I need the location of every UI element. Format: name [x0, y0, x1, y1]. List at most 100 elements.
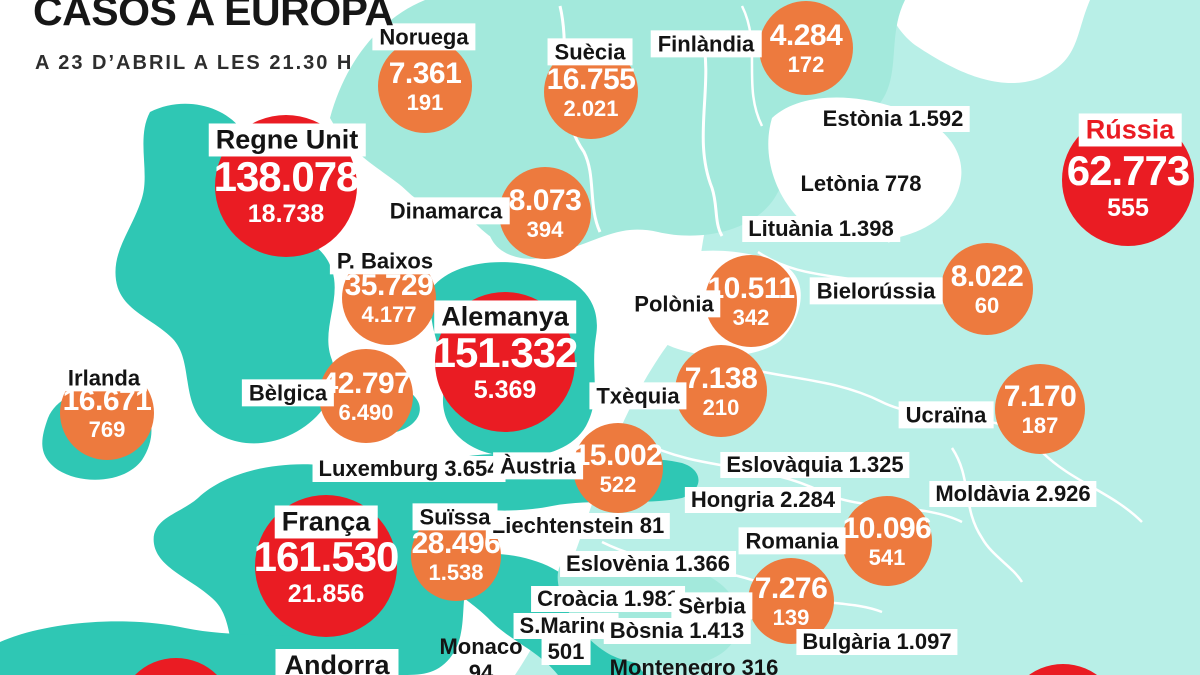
country-label: Suècia: [547, 38, 633, 66]
map-text-label-line: Croàcia 1.981: [531, 586, 685, 612]
cases-value: 8.073: [508, 183, 582, 217]
country-name: Txèquia: [596, 383, 680, 409]
country-label: Txèquia: [589, 382, 687, 410]
cases-circle: 7.138 210: [675, 345, 767, 437]
map-text-label-line: Luxemburg 3.654: [312, 456, 506, 482]
deaths-value: 210: [702, 394, 740, 420]
country-label: Romania: [738, 527, 846, 555]
map-text-label-line: Letònia 778: [794, 171, 928, 197]
label-eslovenia: Eslovènia 1.366: [560, 551, 736, 577]
country-label: Alemanya: [434, 300, 576, 334]
label-letonia: Letònia 778: [794, 171, 928, 197]
country-label: Suïssa: [412, 503, 498, 531]
deaths-value: 5.369: [473, 376, 537, 404]
label-eslovaquia: Eslovàquia 1.325: [720, 452, 910, 478]
page-title: CASOS A EUROPA: [33, 0, 394, 34]
label-lituania: Lituània 1.398: [742, 216, 900, 242]
country-name: P. Baixos: [336, 248, 434, 274]
country-name: Noruega: [379, 24, 469, 50]
label-moldavia: Moldàvia 2.926: [929, 481, 1097, 507]
cases-circle: 8.022 60: [941, 243, 1033, 335]
deaths-value: 21.856: [287, 580, 365, 608]
country-label: Polònia: [627, 290, 721, 318]
country-label: Regne Unit: [208, 123, 366, 157]
cases-value: 7.276: [754, 571, 828, 605]
deaths-value: 187: [1021, 412, 1059, 438]
country-label: Dinamarca: [382, 197, 510, 225]
country-label: Sèrbia: [671, 592, 753, 620]
deaths-value: 342: [732, 304, 770, 330]
cases-circle: [1005, 664, 1121, 675]
landmass-uk: [115, 103, 335, 444]
country-name: Bèlgica: [248, 380, 328, 406]
map-text-label-line: Estònia 1.592: [816, 106, 970, 132]
deaths-value: 1.538: [428, 559, 484, 585]
country-name: França: [281, 506, 371, 537]
cases-value: 7.138: [684, 361, 758, 395]
map-text-label-line: Lituània 1.398: [742, 216, 900, 242]
map-text-label-line: Bòsnia 1.413: [603, 618, 751, 644]
label-hongria: Hongria 2.284: [684, 487, 842, 513]
country-label: Finlàndia: [650, 30, 762, 58]
cases-value: 42.797: [321, 366, 411, 400]
country-name: Polònia: [634, 291, 714, 317]
country-name: Romania: [745, 528, 839, 554]
map-text-label-line: S.Marino: [513, 613, 619, 639]
cases-value: 10.096: [842, 511, 932, 545]
deaths-value: 172: [787, 51, 825, 77]
cases-value: 8.022: [950, 259, 1024, 293]
cases-value: 7.361: [388, 56, 462, 90]
cases-value: 138.078: [213, 153, 360, 200]
cases-circle: 4.284 172: [759, 1, 853, 95]
map-text-label-line: Eslovènia 1.366: [560, 551, 736, 577]
country-label: Bielorússia: [809, 277, 943, 305]
deaths-value: 541: [868, 544, 906, 570]
country-label: P. Baixos: [329, 247, 441, 275]
country-label: França: [274, 505, 378, 539]
map-text-label-line: Liechtenstein 81: [485, 513, 671, 539]
map-text-label-line: Bulgària 1.097: [796, 629, 958, 655]
cases-circle: 7.170 187: [995, 364, 1085, 454]
deaths-value: 60: [974, 292, 1000, 318]
country-name: Dinamarca: [389, 198, 503, 224]
cases-value: 16.755: [546, 62, 636, 96]
country-name: Rússia: [1085, 114, 1175, 145]
country-label: Noruega: [372, 23, 476, 51]
country-name: Suècia: [554, 39, 626, 65]
label-bosnia: Bòsnia 1.413: [603, 618, 751, 644]
country-label: Irlanda: [60, 364, 148, 392]
cases-circle: [118, 658, 234, 675]
deaths-value: 6.490: [338, 399, 394, 425]
map-text-label-line: Andorra: [275, 649, 399, 675]
country-name: Àustria: [500, 453, 576, 479]
cases-circle: 7.276 139: [748, 558, 834, 644]
cases-circle: 8.073 394: [499, 167, 591, 259]
cases-circle: 15.002 522: [573, 423, 663, 513]
map-text-label-line: Eslovàquia 1.325: [720, 452, 910, 478]
map-text-label-line: Hongria 2.284: [684, 487, 842, 513]
deaths-value: 769: [88, 416, 126, 442]
deaths-value: 18.738: [247, 200, 325, 228]
map-text-label-line: 501: [541, 639, 591, 665]
map-text-label-line: 94: [468, 660, 494, 675]
label-estonia: Estònia 1.592: [816, 106, 970, 132]
label-bulgaria: Bulgària 1.097: [796, 629, 958, 655]
cases-value: 151.332: [432, 329, 579, 376]
cases-value: 62.773: [1066, 147, 1190, 194]
country-name: Finlàndia: [657, 31, 755, 57]
deaths-value: 522: [599, 471, 637, 497]
deaths-value: 4.177: [361, 301, 417, 327]
cases-value: 15.002: [573, 438, 663, 472]
country-name: Regne Unit: [215, 124, 359, 155]
label-croacia: Croàcia 1.981: [531, 586, 685, 612]
map-text-label-line: Monaco: [439, 634, 523, 659]
country-name: Bielorússia: [816, 278, 936, 304]
country-name: Irlanda: [67, 365, 141, 391]
country-label: Rússia: [1078, 113, 1182, 147]
country-label: Bèlgica: [241, 379, 335, 407]
landmass-iberia: [0, 621, 362, 675]
subtitle: A 23 D’ABRIL A LES 21.30 H: [35, 52, 354, 74]
cases-value: 4.284: [769, 18, 843, 52]
